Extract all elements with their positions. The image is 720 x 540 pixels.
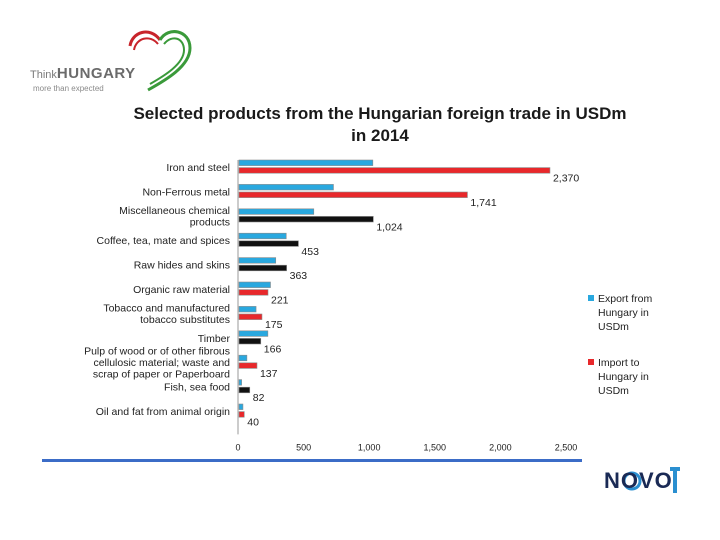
category-label: Miscellaneous chemical <box>119 205 230 217</box>
import-bar <box>238 191 468 198</box>
category-label: cellulosic material; waste and <box>93 357 230 369</box>
import-bar <box>238 313 263 320</box>
legend-export-text: Export from <box>598 293 653 305</box>
export-bar <box>238 159 374 166</box>
import-bar-dark <box>238 240 299 247</box>
export-bar <box>238 257 277 264</box>
value-label: 363 <box>290 270 308 282</box>
legend-import-text: Import to <box>598 357 640 369</box>
think-hungary-logo: ThinkHUNGARY <box>30 66 136 82</box>
import-bar-dark <box>238 338 262 345</box>
footer-divider <box>42 459 582 462</box>
legend-export-text: Hungary in <box>598 307 649 319</box>
chart-title: Selected products from the Hungarian for… <box>100 103 660 147</box>
import-bar-dark <box>238 264 287 272</box>
category-label: Organic raw material <box>133 284 230 296</box>
x-tick-label: 2,000 <box>489 442 512 452</box>
category-label: Tobacco and manufactured <box>103 303 230 315</box>
value-label: 40 <box>247 417 259 429</box>
import-bar <box>238 362 258 369</box>
chart-title-line: in 2014 <box>351 126 409 145</box>
value-label: 82 <box>253 392 265 404</box>
logo-tagline: more than expected <box>33 84 104 93</box>
value-label: 1,024 <box>376 221 402 233</box>
value-label: 1,741 <box>470 197 496 209</box>
category-label: Oil and fat from animal origin <box>96 406 230 418</box>
category-label: tobacco substitutes <box>140 314 230 326</box>
category-label: Timber <box>198 333 231 345</box>
heart-ribbon-icon <box>128 30 192 92</box>
x-tick-label: 500 <box>296 442 311 452</box>
value-label: 453 <box>301 246 319 258</box>
legend-import-text: Hungary in <box>598 371 649 383</box>
category-label: Iron and steel <box>166 162 230 174</box>
import-bar <box>238 289 269 296</box>
category-label: Fish, sea food <box>164 382 230 394</box>
logo-think-text: Think <box>30 69 57 81</box>
value-label: 2,370 <box>553 173 579 185</box>
import-bar <box>238 411 245 418</box>
x-tick-label: 1,500 <box>424 442 447 452</box>
logo-brand-text: HUNGARY <box>56 65 136 82</box>
import-bar <box>238 167 551 174</box>
category-label: Coffee, tea, mate and spices <box>97 235 230 247</box>
export-bar <box>238 379 242 386</box>
category-label: products <box>190 217 230 229</box>
import-bar-dark <box>238 216 374 223</box>
export-bar <box>238 208 315 215</box>
export-bar <box>238 184 334 191</box>
value-label: 166 <box>264 343 282 355</box>
category-label: scrap of paper or Paperboard <box>93 369 230 381</box>
legend-export-text: USDm <box>598 321 629 333</box>
category-label: Pulp of wood or of other fibrous <box>84 346 230 358</box>
novo-logo-text: NOVO <box>604 468 673 493</box>
export-bar <box>238 403 244 410</box>
legend-import-swatch <box>588 359 594 365</box>
category-label: Raw hides and skins <box>134 260 230 272</box>
export-bar <box>238 281 271 288</box>
value-label: 221 <box>271 295 289 307</box>
export-bar <box>238 330 269 337</box>
x-tick-label: 1,000 <box>358 442 381 452</box>
legend-export-swatch <box>588 295 594 301</box>
category-label: Non-Ferrous metal <box>142 186 230 198</box>
novo-logo-icon <box>622 467 680 493</box>
x-tick-label: 0 <box>235 442 240 452</box>
import-bar-dark <box>238 386 251 394</box>
x-tick-label: 2,500 <box>555 442 578 452</box>
export-bar <box>238 232 287 240</box>
export-bar <box>238 306 257 313</box>
export-bar <box>238 354 248 362</box>
legend-import-text: USDm <box>598 385 629 397</box>
chart-title-line: Selected products from the Hungarian for… <box>133 104 627 123</box>
value-label: 175 <box>265 319 283 331</box>
value-label: 137 <box>260 368 278 380</box>
